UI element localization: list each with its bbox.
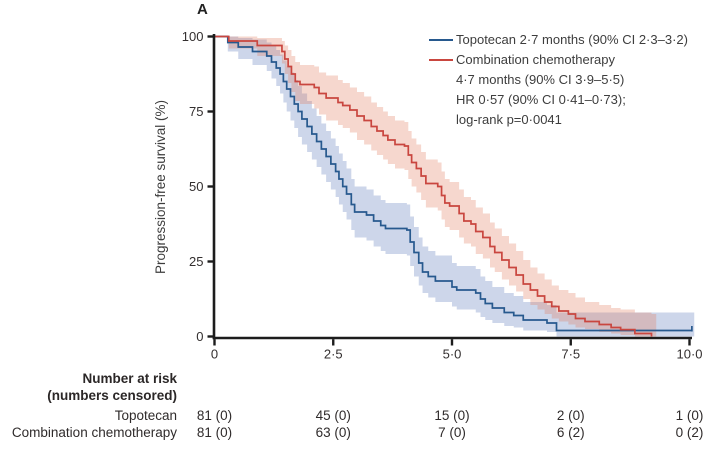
legend-label-combination: Combination chemotherapy xyxy=(456,52,615,67)
survival-curve-combination xyxy=(214,35,653,337)
x-tick-label: 7·5 xyxy=(561,347,580,362)
topotecan-line-swatch-icon xyxy=(429,38,453,42)
y-tick-label: 0 xyxy=(196,329,203,344)
risk-value: 15 (0) xyxy=(434,408,470,423)
x-tick-label: 10·0 xyxy=(676,347,702,362)
y-tick-label: 75 xyxy=(189,104,203,119)
risk-table-header-line: Number at risk xyxy=(82,371,177,386)
x-tick-label: 0 xyxy=(211,347,218,362)
risk-value: 63 (0) xyxy=(315,425,351,440)
y-tick-label: 100 xyxy=(182,29,204,44)
x-tick-label: 5·0 xyxy=(443,347,462,362)
risk-value: 6 (2) xyxy=(556,425,585,440)
x-tick-label: 2·5 xyxy=(324,347,343,362)
legend: Topotecan 2·7 months (90% CI 2·3–3·2) Co… xyxy=(429,30,688,130)
y-tick-label: 50 xyxy=(189,179,203,194)
risk-table-header-line: (numbers censored) xyxy=(47,388,177,403)
y-tick-label: 25 xyxy=(189,254,203,269)
risk-value: 2 (0) xyxy=(556,408,585,423)
risk-row-label-topotecan: Topotecan xyxy=(114,408,177,423)
risk-value: 7 (0) xyxy=(438,425,466,440)
ci-band-combination xyxy=(214,36,657,337)
legend-entry-topotecan: Topotecan 2·7 months (90% CI 2·3–3·2) xyxy=(429,30,688,50)
risk-value: 45 (0) xyxy=(315,408,351,423)
legend-label-topotecan: Topotecan 2·7 months (90% CI 2·3–3·2) xyxy=(456,32,688,47)
survival-curve-topotecan xyxy=(214,35,692,332)
risk-value: 0 (2) xyxy=(675,425,704,440)
combination-line-swatch-icon xyxy=(429,58,453,62)
legend-label-combination-median: 4·7 months (90% CI 3·9–5·5) xyxy=(456,72,625,87)
y-axis-title: Progression-free survival (%) xyxy=(153,99,168,275)
ci-band-topotecan xyxy=(214,36,695,337)
legend-entry-combination: Combination chemotherapy xyxy=(429,50,688,70)
risk-value: 81 (0) xyxy=(196,425,233,440)
legend-label-logrank-p: log-rank p=0·0041 xyxy=(456,112,562,127)
risk-value: 1 (0) xyxy=(675,408,704,423)
risk-value: 81 (0) xyxy=(196,408,233,423)
panel-label: A xyxy=(197,1,208,18)
risk-row-label-combination: Combination chemotherapy xyxy=(11,425,177,440)
legend-label-hazard-ratio: HR 0·57 (90% CI 0·41–0·73); xyxy=(456,92,626,107)
